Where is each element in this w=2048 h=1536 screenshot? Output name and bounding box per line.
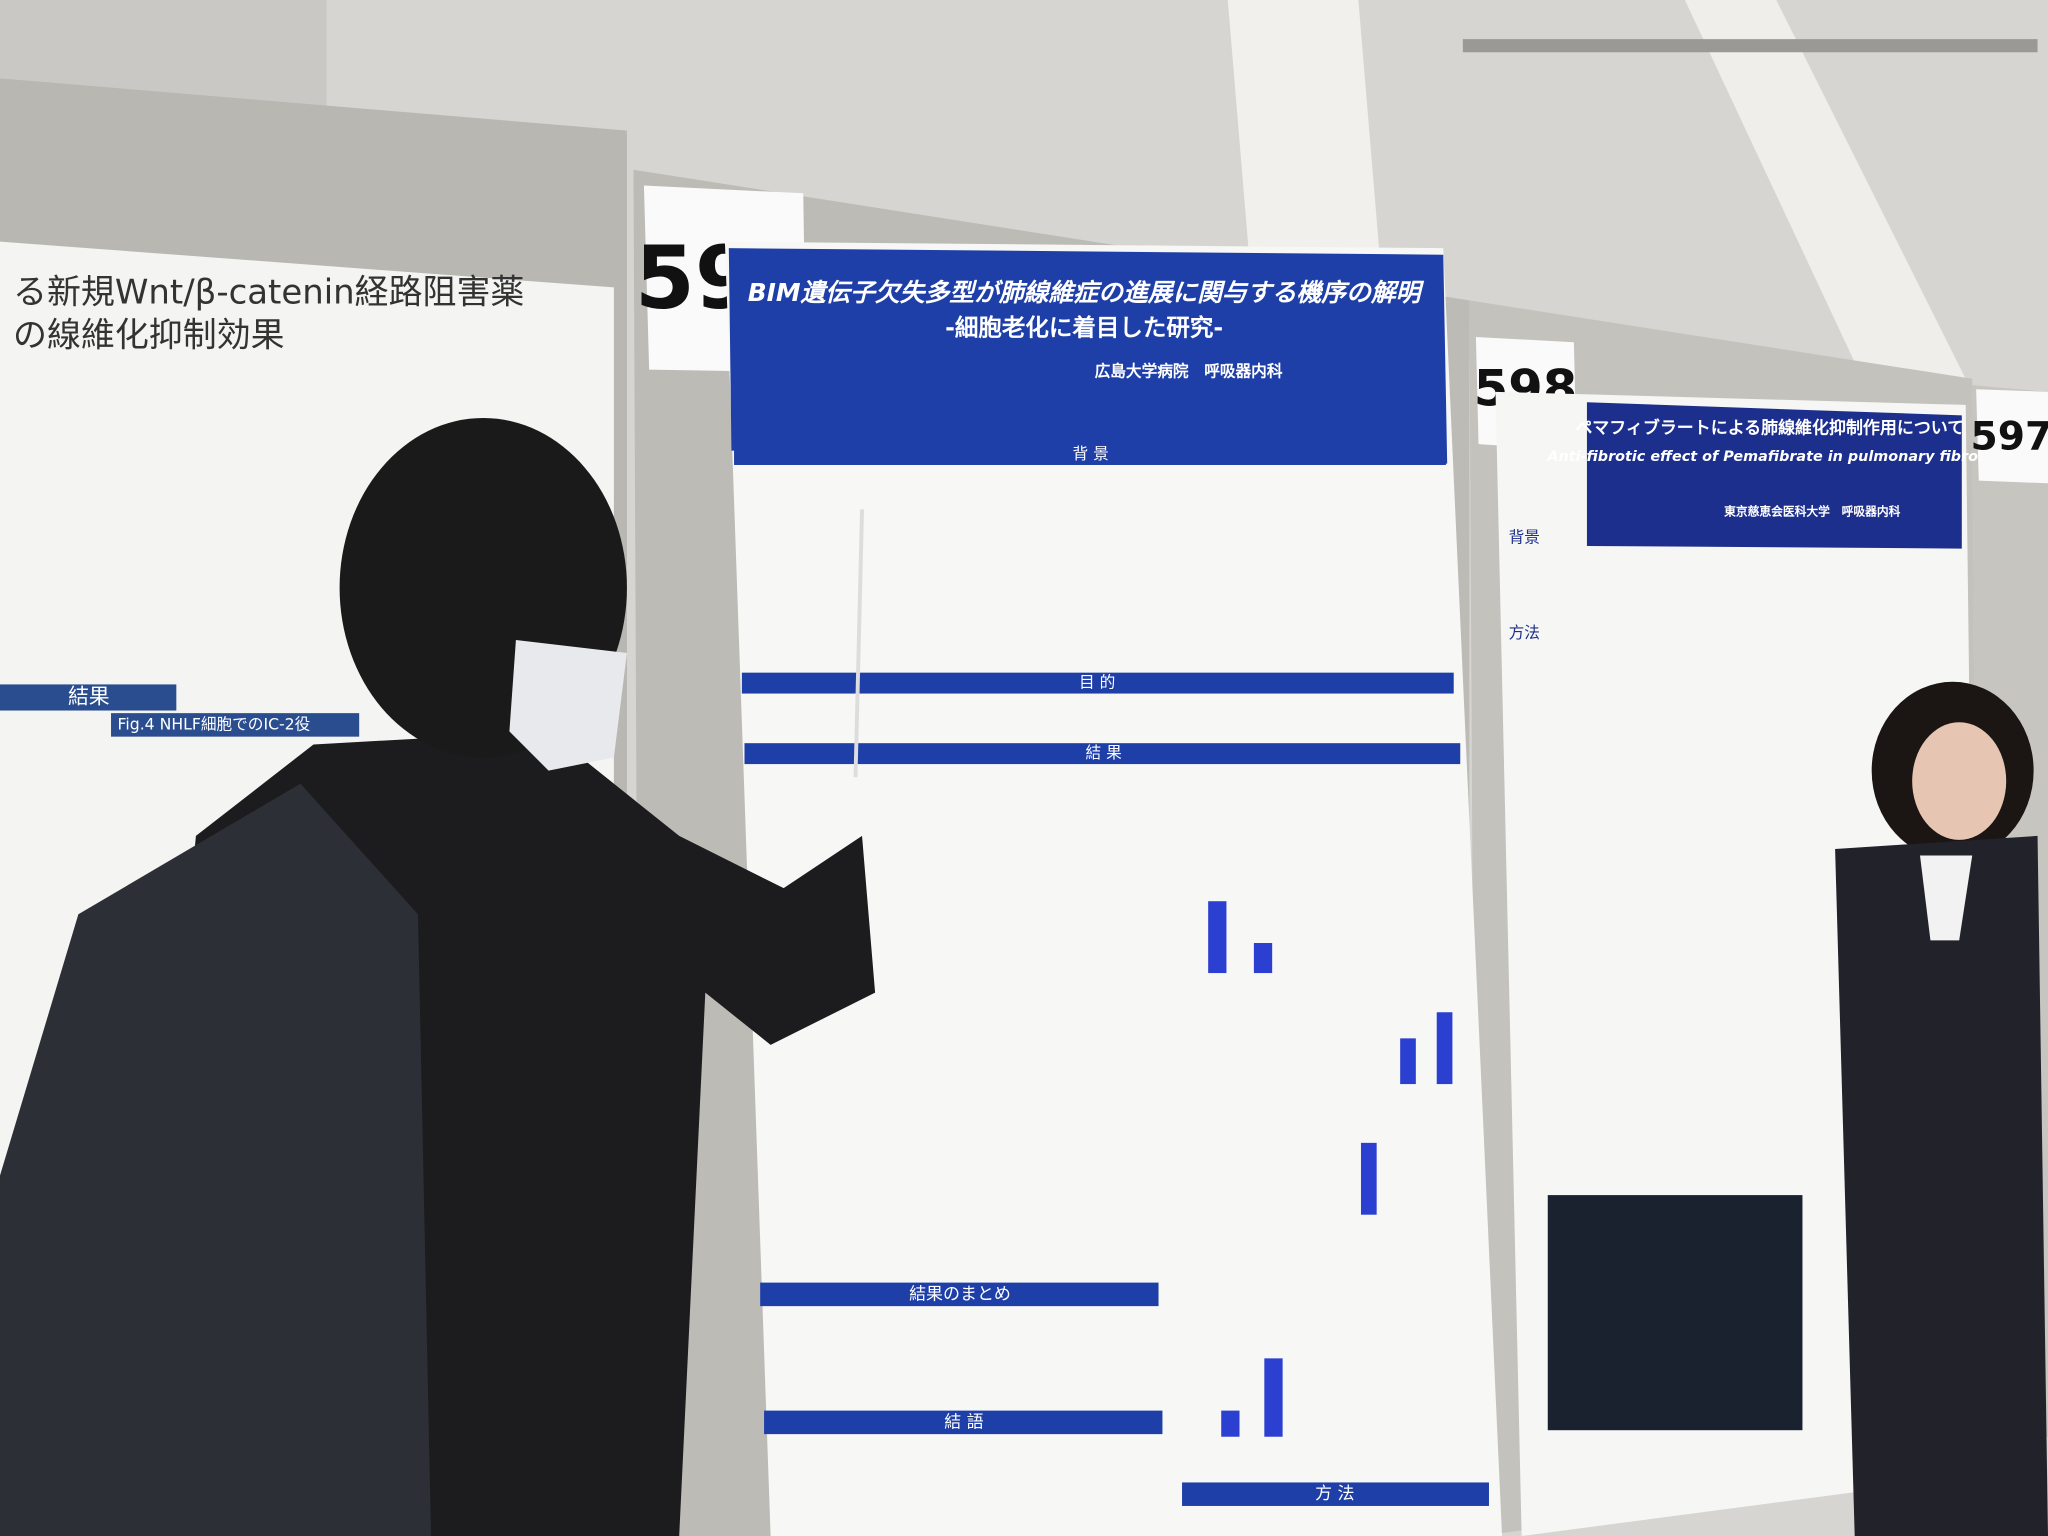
poster-header — [1586, 402, 1962, 549]
pillar — [1684, 0, 1986, 418]
section-title: 目 的 — [1079, 673, 1115, 692]
section-title: 背景 — [1509, 528, 1540, 547]
figure-bar — [1264, 1358, 1283, 1437]
section-bar — [744, 743, 1461, 765]
truss — [1462, 39, 2038, 53]
section-title: 方 法 — [1315, 1484, 1354, 1504]
figure-bar — [1253, 943, 1273, 974]
section-bar — [760, 1282, 1159, 1307]
number-tag — [1976, 389, 2048, 484]
backpack — [0, 783, 432, 1536]
figure-bar — [1221, 1410, 1240, 1437]
board-number: 597 — [1971, 414, 2048, 459]
poster-header — [728, 248, 1448, 464]
pointer — [853, 509, 864, 778]
micrograph — [1547, 1195, 1803, 1431]
figure-bar — [1208, 901, 1227, 974]
poster — [724, 241, 1503, 1536]
affiliation: 東京慈恵会医科大学 呼吸器内科 — [1723, 505, 1900, 519]
figure-bar — [111, 713, 360, 737]
section-title: 背 景 — [1072, 444, 1108, 463]
shirt — [1920, 855, 1973, 941]
figure-bar — [1436, 1012, 1453, 1085]
figure-title: Fig.4 NHLF細胞でのIC-2役 — [118, 714, 311, 733]
section-bar — [741, 672, 1454, 694]
figure-bar — [1360, 1142, 1377, 1215]
poster-subtitle: -細胞老化に着目した研究- — [945, 314, 1223, 342]
section-bar — [734, 444, 1446, 465]
section-bar — [0, 684, 177, 711]
poster-title: BIM遺伝子欠失多型が肺線維症の進展に関与する機序の解明 — [748, 278, 1425, 307]
poster-title: ペマフィブラートによる肺線維化抑制作用について — [1575, 417, 1964, 438]
figure-bars — [1208, 901, 1453, 1437]
figure-bar — [1400, 1038, 1416, 1085]
section-title: 方法 — [1509, 623, 1540, 642]
face — [1912, 722, 2007, 840]
section-bars: 背 景 目 的 結 果 結果のまとめ 結 語 方 法 — [734, 444, 1489, 1506]
poster-title: る新規Wnt/β-catenin経路阻害薬 — [13, 272, 524, 312]
poster-title: の線維化抑制効果 — [13, 315, 285, 355]
affiliation: 広島大学病院 呼吸器内科 — [1095, 362, 1283, 381]
section-title: 結果のまとめ — [909, 1284, 1011, 1304]
poster-subtitle: Anti-fibrotic effect of Pemafibrate in p… — [1546, 449, 2000, 465]
section-title: 結 語 — [944, 1412, 983, 1432]
section-title: 結 果 — [1086, 743, 1123, 762]
section-bar — [1182, 1482, 1489, 1506]
face-mask — [509, 640, 627, 771]
section-title: 結果 — [68, 684, 110, 708]
pillar — [1227, 0, 1385, 314]
section-bar — [764, 1410, 1163, 1435]
person — [1835, 835, 2048, 1536]
